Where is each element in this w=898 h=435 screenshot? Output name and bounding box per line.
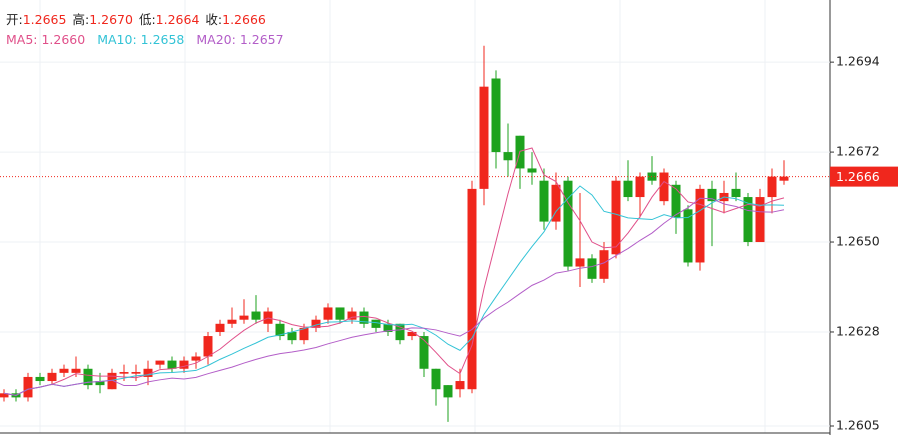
candle-body (71, 368, 81, 373)
ohlc-label: 低: (139, 12, 156, 27)
candle-body (551, 184, 561, 222)
candle-body (563, 180, 573, 267)
candle-body (623, 180, 633, 198)
candle-body (743, 197, 753, 243)
candle-body (695, 188, 705, 263)
candle-body (659, 172, 669, 202)
candle-body (155, 360, 165, 365)
candle-body (575, 258, 585, 267)
candle-body (467, 188, 477, 390)
candle-body (179, 360, 189, 369)
candle-body (323, 307, 333, 320)
candle-body (311, 319, 321, 328)
ohlc-value: 1.2670 (89, 12, 133, 27)
candle-body (119, 372, 129, 374)
candle-body (635, 176, 645, 198)
candle-body (539, 180, 549, 222)
candle-body (287, 331, 297, 341)
candle-body (35, 376, 45, 382)
candle-body (395, 323, 405, 341)
last-price-label: 1.2666 (836, 169, 880, 184)
ohlc-value: 1.2664 (156, 12, 200, 27)
candle-body (707, 188, 717, 202)
candle-body (407, 331, 417, 337)
candle-body (143, 368, 153, 377)
candle-body (371, 319, 381, 328)
candle-body (587, 258, 597, 279)
candle-body (383, 323, 393, 332)
candle-body (455, 381, 465, 390)
candle-body (779, 176, 789, 181)
ohlc-label: 高: (72, 12, 89, 27)
ma-legend-entry: MA5: 1.2660 (6, 32, 85, 47)
candle-body (275, 323, 285, 337)
candle-body (167, 360, 177, 369)
candle-body (131, 372, 141, 374)
y-tick-label: 1.2694 (836, 54, 880, 69)
y-tick-label: 1.2650 (836, 234, 880, 249)
candle-body (503, 152, 513, 161)
ohlc-label: 收: (205, 12, 222, 27)
candle-body (527, 168, 537, 173)
ma-legend-entry: MA10: 1.2658 (97, 32, 184, 47)
ohlc-value: 1.2666 (222, 12, 266, 27)
ohlc-label: 开: (6, 12, 23, 27)
candle-body (479, 86, 489, 189)
candle-body (0, 393, 9, 398)
candle-body (599, 250, 609, 279)
candle-body (359, 311, 369, 324)
candle-body (767, 176, 777, 198)
candle-body (59, 368, 69, 373)
y-tick-label: 1.2628 (836, 323, 880, 338)
candle-body (443, 385, 453, 398)
candle-body (419, 336, 429, 369)
candle-body (491, 78, 501, 153)
candle-body (299, 327, 309, 341)
candle-body (47, 372, 57, 382)
ma-legend-entry: MA20: 1.2657 (196, 32, 283, 47)
last-price-box (830, 166, 898, 187)
candle-body (755, 197, 765, 243)
ohlc-value: 1.2665 (23, 12, 67, 27)
candle-body (335, 307, 345, 320)
candle-body (671, 184, 681, 218)
candle-body (191, 356, 201, 361)
candle-body (95, 381, 105, 386)
candle-body (107, 372, 117, 390)
candle-body (23, 376, 33, 398)
candle-body (731, 188, 741, 198)
ohlc-header: 开:1.2665 高:1.2670 低:1.2664 收:1.2666 (6, 12, 266, 27)
candle-body (683, 209, 693, 263)
y-tick-label: 1.2605 (836, 418, 880, 433)
y-tick-label: 1.2672 (836, 144, 880, 159)
candle-body (83, 368, 93, 386)
ma-line (3, 185, 785, 396)
candle-body (227, 319, 237, 324)
candle-body (347, 311, 357, 320)
ma-line (3, 197, 785, 396)
candle-body (215, 323, 225, 332)
candle-body (251, 311, 261, 320)
ma-legend: MA5: 1.2660 MA10: 1.2658 MA20: 1.2657 (6, 32, 284, 47)
candle-body (239, 315, 249, 320)
candle-body (611, 180, 621, 255)
candle-body (431, 368, 441, 390)
candle-body (203, 336, 213, 357)
